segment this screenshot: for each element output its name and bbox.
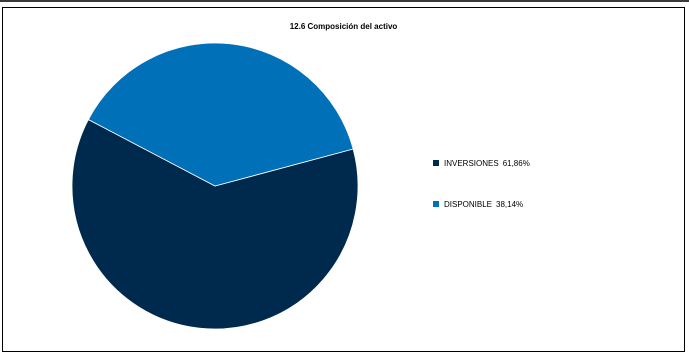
chart-title: 12.6 Composición del activo <box>289 22 398 31</box>
top-border-line <box>0 0 689 2</box>
legend-value-inversiones: 61,86% <box>502 158 530 168</box>
pie-chart <box>71 42 359 330</box>
legend-label-disponible: DISPONIBLE <box>444 199 493 209</box>
legend-swatch-inversiones <box>433 160 439 166</box>
legend-swatch-disponible <box>433 201 439 207</box>
legend-label-inversiones: INVERSIONES <box>444 158 499 168</box>
chart-frame: 12.6 Composición del activo INVERSIONES … <box>2 7 685 352</box>
chart-legend: INVERSIONES 61,86% DISPONIBLE 38,14% <box>433 158 530 240</box>
legend-item-disponible: DISPONIBLE 38,14% <box>433 199 530 209</box>
pie-slice-inversiones <box>71 118 359 330</box>
legend-value-disponible: 38,14% <box>496 199 524 209</box>
legend-item-inversiones: INVERSIONES 61,86% <box>433 158 530 168</box>
pie-slice-disponible <box>87 42 354 187</box>
